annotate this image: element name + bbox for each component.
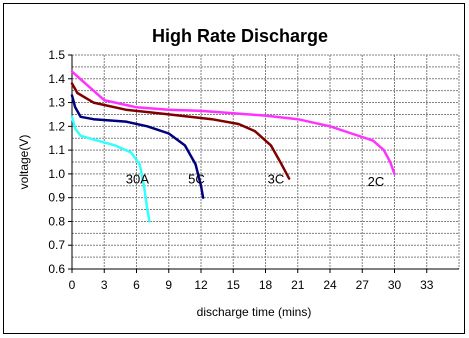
x-tick-label: 12 — [194, 278, 208, 292]
y-tick-label: 0.8 — [48, 214, 65, 228]
grid — [72, 54, 460, 269]
x-tick-label: 0 — [69, 278, 76, 292]
y-tick-label: 1.0 — [48, 167, 65, 181]
y-tick-label: 1.5 — [48, 48, 65, 62]
x-tick-label: 3 — [101, 278, 108, 292]
series-label-3c: 3C — [268, 172, 285, 187]
y-tick-label: 1.3 — [48, 96, 65, 110]
chart-title: High Rate Discharge — [152, 26, 328, 46]
series-label-2c: 2C — [368, 174, 385, 189]
x-tick-label: 6 — [133, 278, 140, 292]
y-tick-label: 0.7 — [48, 238, 65, 252]
x-tick-label: 27 — [356, 278, 370, 292]
y-tick-label: 0.9 — [48, 191, 65, 205]
series-line-30a — [70, 115, 151, 223]
y-tick-label: 0.6 — [48, 262, 65, 276]
x-tick-label: 24 — [323, 278, 337, 292]
series-label-5c: 5C — [188, 172, 205, 187]
x-tick-label: 15 — [227, 278, 241, 292]
x-tick-label: 9 — [165, 278, 172, 292]
x-tick-label: 33 — [420, 278, 434, 292]
series-labels: 30A 5C 3C 2C — [126, 172, 385, 189]
y-tick-label: 1.2 — [48, 119, 65, 133]
y-tick-label: 1.4 — [48, 72, 65, 86]
series-line-5c — [70, 94, 205, 199]
tick-labels: 0 3 6 9 12 15 18 21 24 27 30 33 0.6 0.7 0.8 0.9 1.0 1.1 1.… — [48, 48, 433, 292]
axes — [68, 54, 459, 273]
y-axis-title: voltage(V) — [17, 135, 31, 190]
series-lines — [70, 70, 396, 223]
x-axis-title: discharge time (mins) — [197, 305, 312, 319]
series-line-2c — [70, 70, 396, 176]
x-tick-label: 18 — [259, 278, 273, 292]
y-tick-label: 1.1 — [48, 143, 65, 157]
x-tick-label: 21 — [291, 278, 305, 292]
series-line-3c — [70, 82, 291, 180]
series-label-30a: 30A — [126, 172, 149, 187]
x-tick-label: 30 — [388, 278, 402, 292]
